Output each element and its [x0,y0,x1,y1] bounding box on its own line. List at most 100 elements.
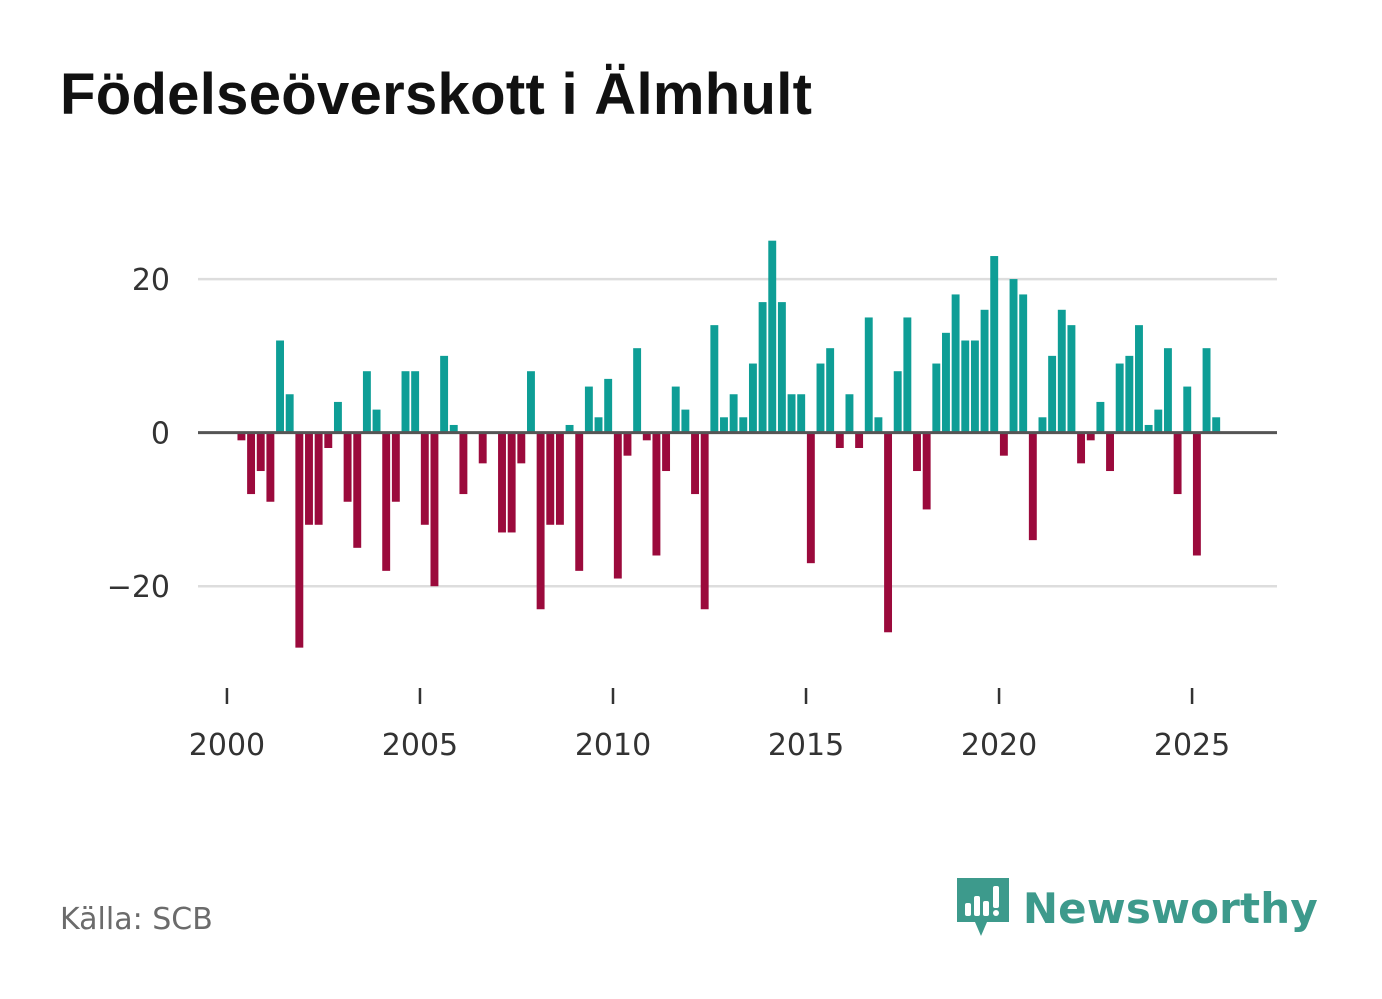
x-tick-label: 2000 [189,728,265,763]
bar [990,256,999,433]
bar [768,240,777,433]
bar [1212,417,1221,433]
bar [295,432,304,648]
bar [748,363,757,433]
bar [1163,348,1172,433]
bar [372,409,381,433]
bar [305,432,313,525]
bar [903,317,912,433]
bar [420,432,429,525]
bar [797,394,806,433]
bar [816,363,825,433]
y-tick-label: 20 [132,263,170,298]
y-tick-label: −20 [107,570,170,605]
bar [1028,432,1037,541]
bar [893,371,902,433]
bar [314,432,323,525]
bar [999,432,1008,456]
bar [970,340,979,433]
bar [835,432,844,448]
bar [1202,348,1211,433]
bar [980,309,989,433]
bar [922,432,931,510]
bar [1125,355,1134,433]
brand-logo: Newsworthy [956,878,1318,938]
x-tick-label: 2010 [575,728,651,763]
bar [565,424,574,433]
bar [382,432,391,571]
bar [623,432,632,456]
bar [1019,294,1028,433]
bar [594,417,603,433]
bar [1009,279,1018,433]
bar [440,355,449,433]
bar [604,378,613,433]
bar [739,417,748,433]
bar [729,394,738,433]
newsworthy-logo-icon [956,878,1009,936]
bar [951,294,960,433]
bar [652,432,661,556]
bar [555,432,564,525]
bar [536,432,545,610]
bar [1038,417,1047,433]
x-tick-label: 2015 [768,728,844,763]
bar [1106,432,1114,472]
x-tick-label: 2020 [961,728,1037,763]
bar [1173,432,1182,495]
bar [1144,424,1153,433]
bar [430,432,439,587]
bar [527,371,535,433]
bar [546,432,555,525]
bar [333,401,342,433]
bar [584,386,593,433]
bars [237,240,1221,648]
bar [913,432,921,472]
bar [324,432,333,448]
bar [662,432,671,472]
bar [256,432,265,472]
bar [391,432,400,502]
bar [884,432,893,633]
bar [517,432,526,464]
bar [343,432,352,502]
bar [1192,432,1201,556]
bar [411,371,420,433]
bar [285,394,294,433]
bar [1115,363,1124,433]
bar [720,417,728,433]
bar [874,417,883,433]
bar [864,317,873,433]
bar [1057,309,1066,433]
gridlines [198,277,1277,588]
bar [1096,401,1105,433]
bar [633,348,642,433]
bar [237,432,246,441]
bar [478,432,487,464]
bar [498,432,506,533]
bar [247,432,256,495]
bar [700,432,709,610]
brand-name: Newsworthy [1022,883,1318,933]
bar [710,325,719,433]
bar [845,394,854,433]
bar [575,432,584,571]
bar [353,432,362,548]
bar [507,432,516,533]
bar [1048,355,1057,433]
bar [642,432,651,441]
bar [777,302,786,433]
bar [671,386,680,433]
bar [613,432,622,579]
bar [449,424,458,433]
bar [401,371,410,433]
bar [1067,325,1076,433]
x-tick-label: 2005 [382,728,458,763]
bar [691,432,699,495]
bar [1154,409,1163,433]
bar [961,340,970,433]
bar [266,432,275,502]
source-label: Källa: SCB [60,902,213,937]
bar [1086,432,1095,441]
